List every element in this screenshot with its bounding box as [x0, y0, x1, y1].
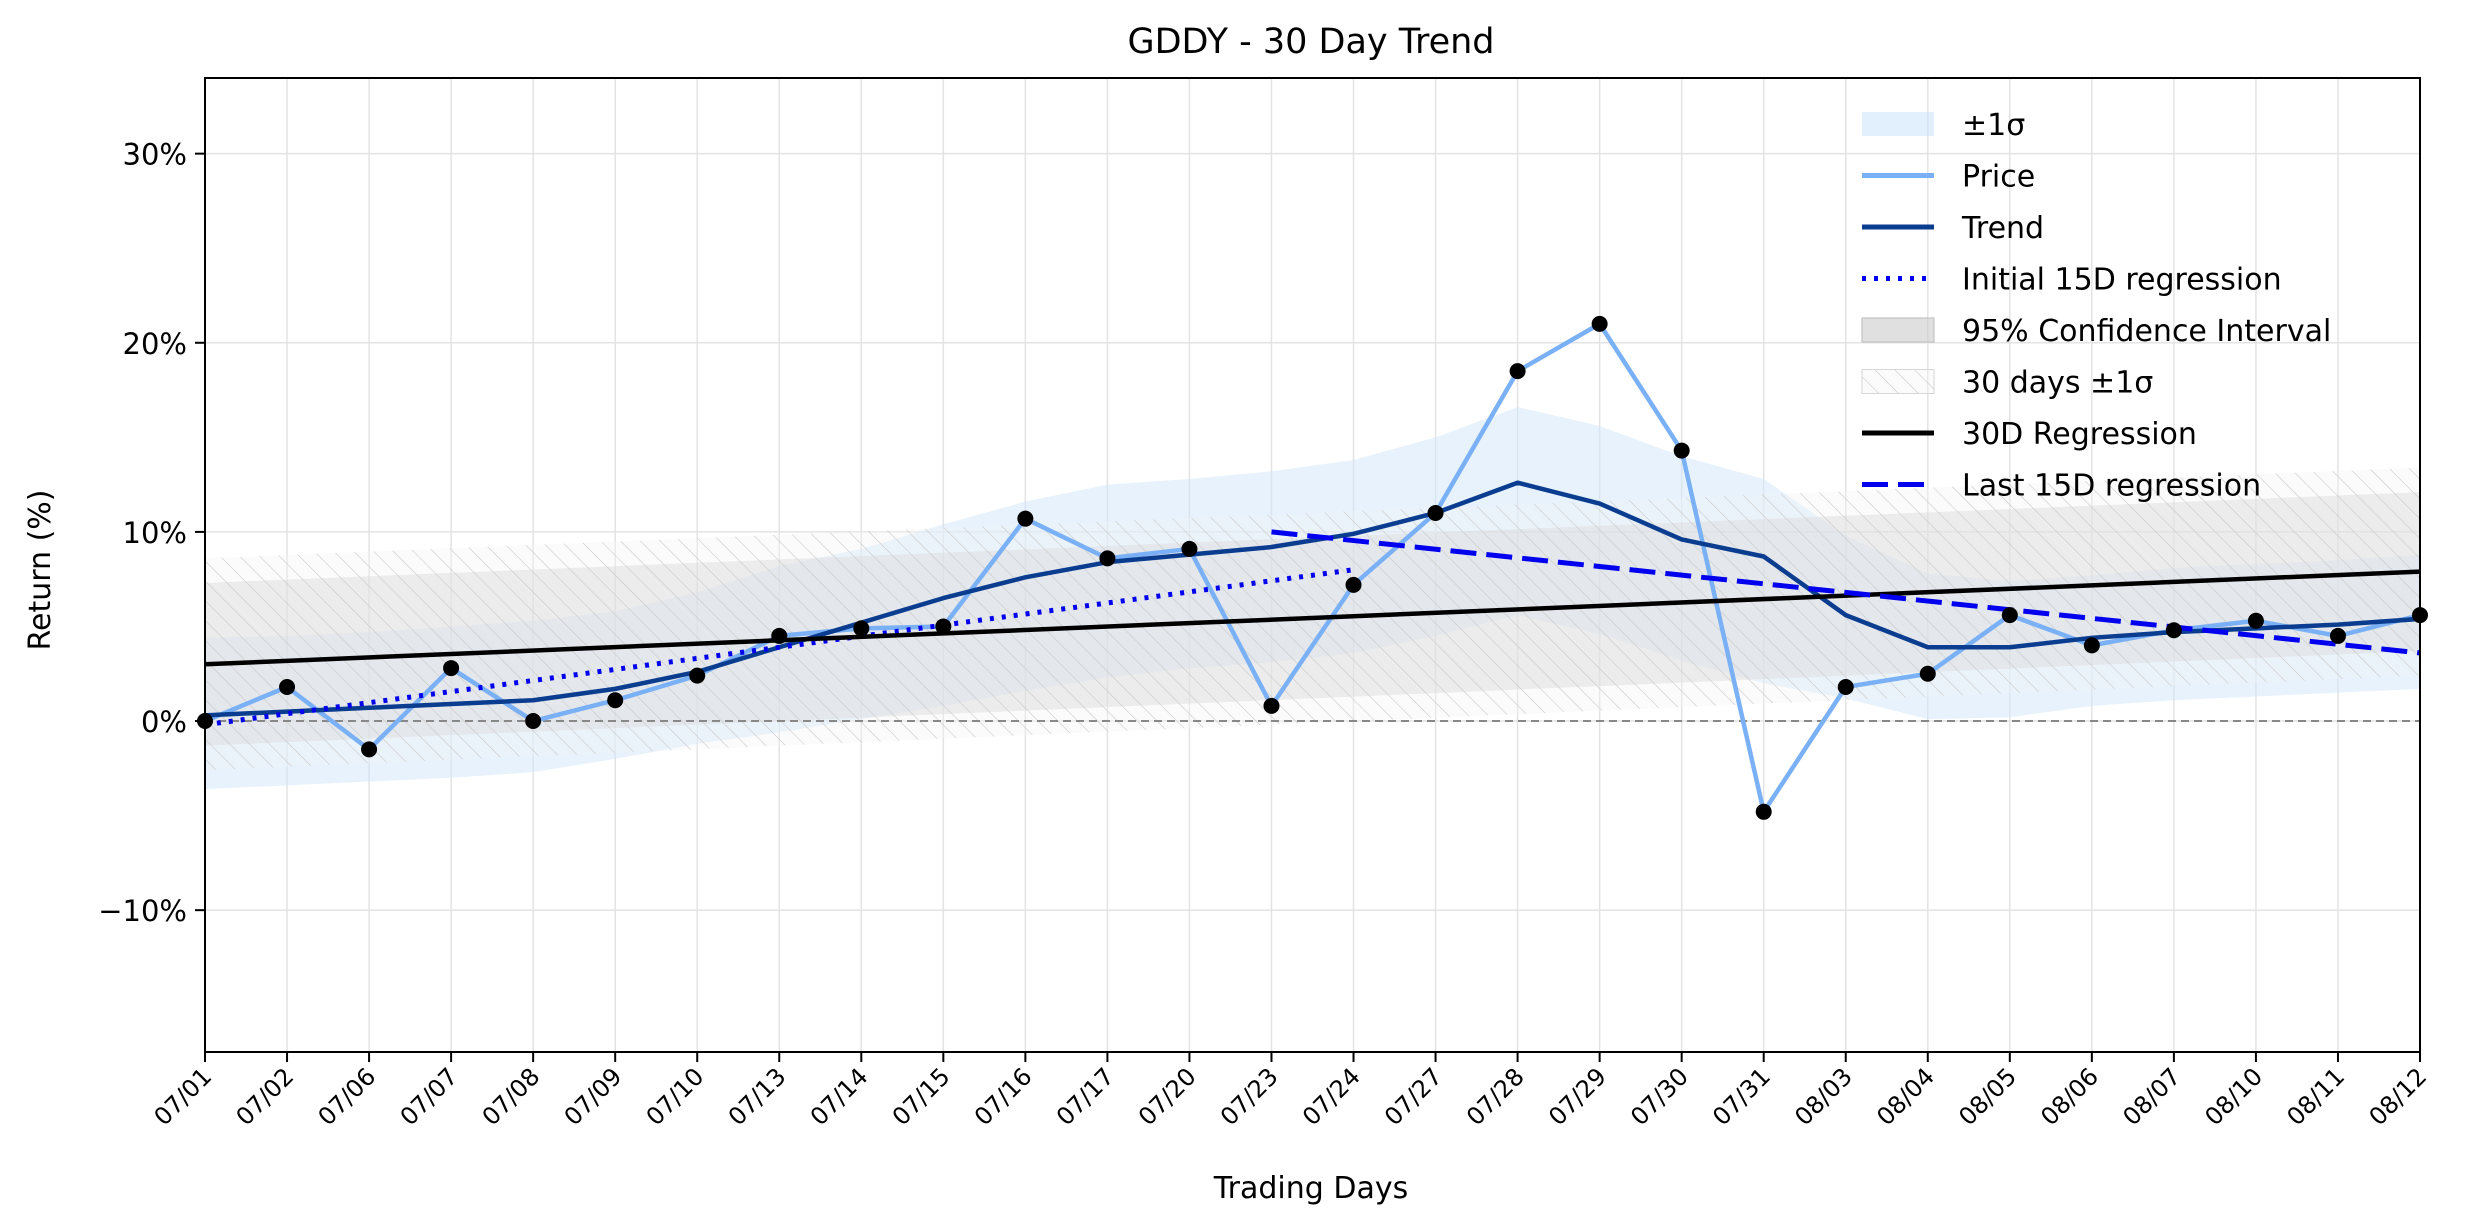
price-line [205, 321, 2420, 815]
legend-label: Price [1962, 160, 2035, 195]
x-tick-label: 07/09 [559, 1062, 628, 1131]
x-tick-label: 07/06 [313, 1062, 382, 1131]
x-tick-label: 07/10 [641, 1062, 710, 1131]
legend-swatch [1861, 369, 1935, 394]
x-tick-label: 07/24 [1297, 1062, 1366, 1131]
x-tick-label: 07/01 [149, 1062, 218, 1131]
price-point [1345, 576, 1362, 593]
legend-label: Trend [1961, 211, 2044, 246]
legend: ±1σ Price Trend Initial 15D regression 95% C… [1861, 108, 2331, 504]
price-point [2247, 612, 2264, 629]
x-tick-label: 07/28 [1461, 1062, 1530, 1131]
price-point [2329, 627, 2346, 644]
y-tick-label: 0% [141, 705, 187, 739]
price-point [1755, 803, 1772, 820]
30d-regression-line [205, 569, 2420, 667]
y-tick-label: −10% [98, 894, 187, 928]
price-point [1099, 550, 1116, 567]
x-tick-label: 07/14 [805, 1062, 874, 1131]
x-tick-label: 07/15 [887, 1062, 956, 1131]
x-tick-label: 08/12 [2364, 1062, 2433, 1131]
x-tick-label: 07/30 [1625, 1062, 1694, 1131]
price-point [2165, 622, 2182, 639]
price-point [525, 713, 542, 730]
price-point [607, 692, 624, 709]
x-tick-label: 07/23 [1215, 1062, 1284, 1131]
x-tick-label: 08/07 [2117, 1062, 2186, 1131]
trend-line [205, 480, 2420, 718]
x-tick-label: 07/17 [1051, 1062, 1120, 1131]
x-tick-label: 07/08 [477, 1062, 546, 1131]
price-point [1181, 540, 1198, 557]
price-point [361, 741, 378, 758]
price-point [2083, 637, 2100, 654]
legend-label: 30 days ±1σ [1962, 366, 2153, 401]
x-tick-label: 08/10 [2199, 1062, 2268, 1131]
price-point [1837, 678, 1854, 695]
x-tick-label: 08/11 [2281, 1062, 2350, 1131]
price-point [1017, 510, 1034, 527]
x-tick-label: 08/04 [1871, 1062, 1940, 1131]
price-point [2001, 607, 2018, 624]
x-tick-label: 07/02 [231, 1062, 300, 1131]
legend-label: 30D Regression [1962, 417, 2197, 452]
price-point [279, 678, 296, 695]
legend-label: 95% Confidence Interval [1962, 314, 2331, 349]
legend-label: ±1σ [1962, 108, 2025, 143]
price-point [1919, 665, 1936, 682]
y-tick-label: 20% [123, 327, 187, 361]
price-point [689, 667, 706, 684]
price-point [1591, 315, 1608, 332]
plot-frame [204, 77, 2421, 1053]
y-tick-label: 30% [123, 138, 187, 172]
legend-label: Initial 15D regression [1962, 263, 2282, 298]
initial-15d-regression-line [205, 567, 1354, 728]
x-tick-label: 07/31 [1707, 1062, 1776, 1131]
legend-swatch [1862, 112, 1934, 136]
legend-swatch [1861, 317, 1935, 343]
y-tick-label: 10% [123, 516, 187, 550]
price-point [1263, 697, 1280, 714]
x-tick-label: 08/03 [1789, 1062, 1858, 1131]
price-point [1673, 442, 1690, 459]
x-tick-label: 08/05 [1953, 1062, 2022, 1131]
legend-label: Last 15D regression [1962, 469, 2261, 504]
price-points [197, 315, 2428, 820]
price-point [853, 620, 870, 637]
price-point [443, 660, 460, 677]
bands [205, 407, 2420, 790]
x-axis-label: Trading Days [1213, 1171, 1408, 1206]
price-point [935, 618, 952, 635]
x-tick-label: 07/20 [1133, 1062, 1202, 1131]
x-tick-label: 07/13 [723, 1062, 792, 1131]
series-lines [205, 321, 2420, 815]
x-tick-label: 07/07 [395, 1062, 464, 1131]
x-tick-label: 08/06 [2035, 1062, 2104, 1131]
x-tick-label: 07/16 [969, 1062, 1038, 1131]
x-tick-label: 07/27 [1379, 1062, 1448, 1131]
x-tick-label: 07/29 [1543, 1062, 1612, 1131]
price-point [1509, 363, 1526, 380]
chart-title: GDDY - 30 Day Trend [1127, 22, 1494, 62]
y-axis-label: Return (%) [23, 489, 58, 650]
price-point [771, 627, 788, 644]
price-point [1427, 504, 1444, 521]
last-15d-regression-line [1271, 529, 2420, 656]
